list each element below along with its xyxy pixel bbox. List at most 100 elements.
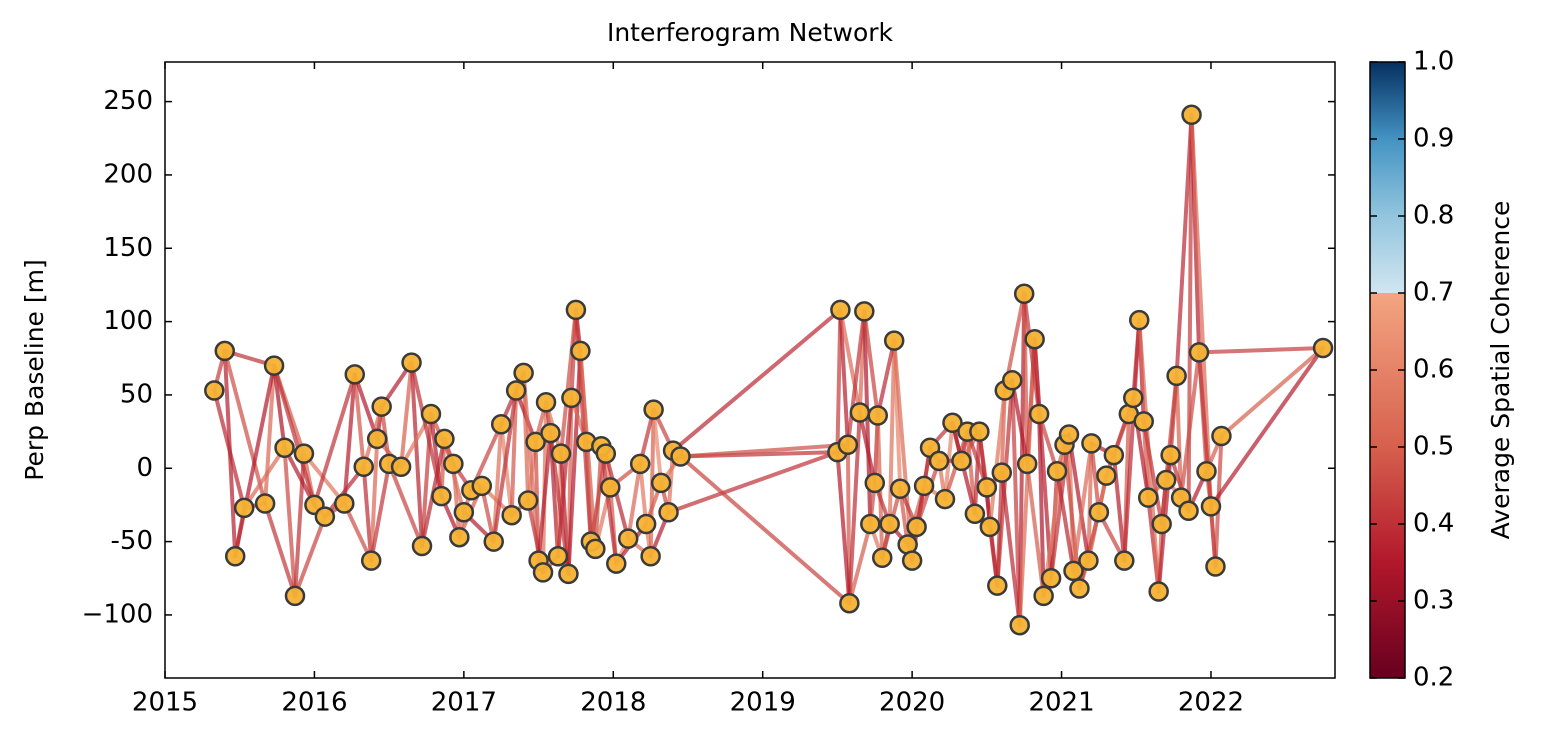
acquisition-point — [1069, 578, 1090, 599]
acquisition-point — [934, 488, 956, 510]
acquisition-point — [600, 477, 621, 498]
acquisition-point — [233, 497, 255, 519]
acquisition-point — [1009, 614, 1030, 636]
acquisition-point — [1178, 500, 1199, 522]
acquisition-point — [540, 422, 561, 444]
network-edge — [626, 461, 643, 541]
network-edge — [499, 422, 514, 518]
acquisition-point — [274, 437, 295, 458]
acquisition-point — [889, 478, 911, 500]
acquisition-point — [558, 563, 579, 585]
plot-frame — [164, 61, 1336, 679]
network-edge — [875, 338, 897, 418]
acquisition-point — [1114, 550, 1135, 571]
network-edge — [242, 445, 287, 510]
acquisition-point — [1033, 585, 1054, 607]
acquisition-point — [901, 550, 923, 571]
network-edge — [1174, 112, 1194, 378]
acquisition-point — [1137, 487, 1159, 508]
network-edge — [1174, 373, 1184, 500]
acquisition-point — [860, 513, 881, 535]
network-edge — [282, 445, 297, 598]
acquisition-point — [501, 504, 522, 526]
acquisition-point — [314, 506, 336, 527]
acquisition-point — [1160, 444, 1181, 466]
acquisition-point — [401, 352, 422, 373]
acquisition-point — [353, 456, 374, 478]
y-axis-label: Perp Baseline [m] — [20, 259, 49, 480]
network-edge — [555, 395, 574, 559]
acquisition-point — [1088, 502, 1110, 523]
acquisition-point — [585, 538, 606, 560]
network-edge — [1089, 441, 1101, 515]
acquisition-point — [1063, 560, 1084, 582]
network-edge — [666, 450, 840, 515]
acquisition-point — [871, 547, 893, 568]
x-tick-label: 2016 — [281, 688, 347, 718]
acquisition-point — [1096, 465, 1117, 486]
acquisition-point — [976, 477, 998, 498]
network-edge — [857, 410, 877, 485]
acquisition-point — [525, 431, 546, 453]
acquisition-point — [670, 446, 691, 467]
y-tick-label: 250 — [103, 86, 153, 116]
acquisition-point — [595, 443, 617, 464]
acquisition-point — [1196, 460, 1217, 482]
colorbar-tick-label: 0.7 — [1413, 278, 1454, 308]
acquisition-point — [513, 362, 534, 384]
acquisition-point — [517, 490, 539, 511]
acquisition-point — [490, 414, 512, 435]
acquisition-point — [535, 392, 557, 413]
network-edge — [342, 501, 374, 563]
acquisition-point — [443, 453, 464, 475]
chart-title: Interferogram Network — [607, 18, 894, 47]
network-edge — [293, 514, 327, 598]
x-tick-label: 2015 — [132, 688, 198, 718]
acquisition-point — [371, 396, 392, 417]
acquisition-point — [1013, 283, 1035, 304]
acquisition-point — [864, 472, 886, 494]
acquisition-point — [928, 450, 950, 472]
colorbar-label: Average Spatial Coherence — [1486, 201, 1515, 540]
acquisition-point — [204, 380, 225, 401]
acquisition-point — [658, 502, 679, 523]
network-edge — [1010, 378, 1030, 466]
acquisition-point — [453, 502, 475, 523]
colorbar-tick-label: 0.2 — [1413, 663, 1454, 693]
acquisition-point — [1001, 370, 1023, 391]
y-tick-label: 200 — [103, 159, 153, 189]
network-edge — [599, 444, 619, 566]
acquisition-point — [366, 428, 388, 450]
network-edge — [442, 436, 466, 515]
acquisition-point — [1103, 444, 1125, 466]
acquisition-point — [1205, 556, 1226, 577]
acquisition-point — [505, 380, 527, 401]
network-edge — [342, 372, 357, 506]
acquisition-point — [942, 412, 963, 434]
acquisition-point — [570, 340, 591, 362]
acquisition-point — [254, 493, 276, 514]
acquisition-point — [650, 472, 672, 494]
network-edge — [671, 307, 843, 453]
network-edge — [862, 309, 880, 418]
acquisition-point — [629, 453, 651, 475]
network-edge — [282, 445, 317, 507]
network-edge — [361, 464, 374, 563]
network-edge — [1032, 337, 1054, 581]
acquisition-point — [483, 531, 504, 552]
acquisition-point — [293, 443, 315, 464]
colorbar-tick-label: 0.6 — [1413, 355, 1454, 385]
acquisition-point — [839, 592, 860, 614]
network-edge — [212, 388, 247, 510]
acquisition-point — [1133, 411, 1154, 432]
network-edge — [558, 307, 578, 456]
network-edge — [1067, 432, 1091, 563]
network-edge — [1086, 441, 1094, 563]
acquisition-point — [561, 387, 582, 409]
network-edge — [603, 451, 631, 541]
acquisition-point — [390, 456, 412, 478]
acquisition-point — [1046, 460, 1068, 482]
colorbar-tick-label: 0.4 — [1413, 509, 1454, 539]
network-edge — [263, 501, 297, 598]
network-edge — [838, 307, 862, 415]
